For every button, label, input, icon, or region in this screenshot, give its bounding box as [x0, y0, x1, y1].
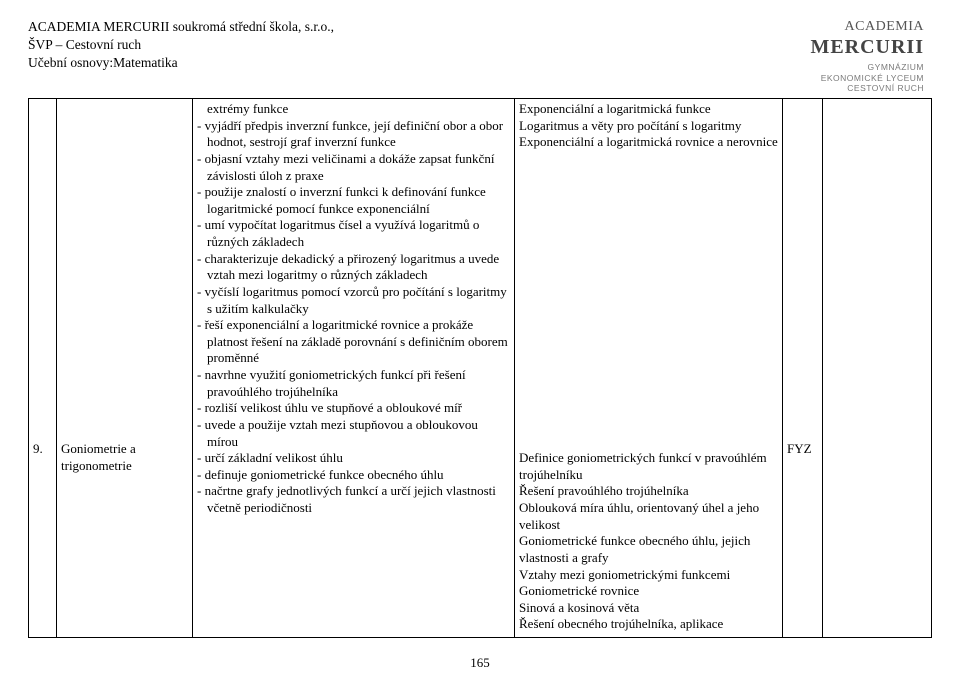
- content-line: [519, 301, 778, 318]
- logo-big: MERCURII: [810, 34, 924, 60]
- content-line: Oblouková míra úhlu, orientovaný úhel a …: [519, 500, 778, 533]
- content-line: [519, 417, 778, 434]
- outcome-line: - objasní vztahy mezi veličinami a dokáž…: [197, 151, 510, 184]
- header-left: ACADEMIA MERCURII soukromá střední škola…: [28, 18, 334, 73]
- outcome-line: - definuje goniometrické funkce obecného…: [197, 467, 510, 484]
- cell-empty: [823, 99, 932, 638]
- outcome-line: - charakterizuje dekadický a přirozený l…: [197, 251, 510, 284]
- cell-cross: FYZ: [783, 99, 823, 638]
- content-line: Goniometrické rovnice: [519, 583, 778, 600]
- content-line: [519, 384, 778, 401]
- content-line: [519, 400, 778, 417]
- content-line: Logaritmus a věty pro počítání s logarit…: [519, 118, 778, 135]
- logo-sub-2: EKONOMICKÉ LYCEUM: [810, 73, 924, 84]
- content-line: [519, 168, 778, 185]
- content-line: Řešení obecného trojúhelníka, aplikace: [519, 616, 778, 633]
- outcomes-list: extrémy funkce- vyjádří předpis inverzní…: [197, 101, 510, 517]
- content-line: [519, 251, 778, 268]
- outcome-line: - použije znalostí o inverzní funkci k d…: [197, 184, 510, 217]
- curriculum-table: 9. Goniometrie a trigonometrie extrémy f…: [28, 98, 932, 638]
- content-line: [519, 367, 778, 384]
- page-number: 165: [0, 655, 960, 672]
- outcome-line: - načrtne grafy jednotlivých funkcí a ur…: [197, 483, 510, 516]
- cross-subject: FYZ: [787, 441, 812, 456]
- school-logo: ACADEMIA MERCURII GYMNÁZIUM EKONOMICKÉ L…: [810, 18, 924, 94]
- content-line: [519, 350, 778, 367]
- content-line: [519, 284, 778, 301]
- outcome-line: - umí vypočítat logaritmus čísel a využí…: [197, 217, 510, 250]
- outcome-line: - rozliší velikost úhlu ve stupňové a ob…: [197, 400, 510, 417]
- content-line: Sinová a kosinová věta: [519, 600, 778, 617]
- content-line: [519, 317, 778, 334]
- logo-sub-3: CESTOVNÍ RUCH: [810, 83, 924, 94]
- outcome-line: - uvede a použije vztah mezi stupňovou a…: [197, 417, 510, 450]
- content-line: Definice goniometrických funkcí v pravoú…: [519, 450, 778, 483]
- content-line: [519, 217, 778, 234]
- cell-outcomes: extrémy funkce- vyjádří předpis inverzní…: [193, 99, 515, 638]
- outcome-line: - určí základní velikost úhlu: [197, 450, 510, 467]
- outcome-line: - vyčíslí logaritmus pomocí vzorců pro p…: [197, 284, 510, 317]
- logo-sub: GYMNÁZIUM EKONOMICKÉ LYCEUM CESTOVNÍ RUC…: [810, 62, 924, 94]
- outcome-line: - vyjádří předpis inverzní funkce, její …: [197, 118, 510, 151]
- content-line: Řešení pravoúhlého trojúhelníka: [519, 483, 778, 500]
- content-line: Exponenciální a logaritmická funkce: [519, 101, 778, 118]
- header-line-1: ACADEMIA MERCURII soukromá střední škola…: [28, 18, 334, 36]
- content-line: Goniometrické funkce obecného úhlu, jeji…: [519, 533, 778, 566]
- content-line: [519, 267, 778, 284]
- cell-content: Exponenciální a logaritmická funkceLogar…: [515, 99, 783, 638]
- content-list: Exponenciální a logaritmická funkceLogar…: [519, 101, 778, 633]
- content-line: [519, 201, 778, 218]
- row-topic: Goniometrie a trigonometrie: [61, 441, 136, 473]
- page-header: ACADEMIA MERCURII soukromá střední škola…: [28, 18, 932, 94]
- content-line: [519, 184, 778, 201]
- logo-sub-1: GYMNÁZIUM: [810, 62, 924, 73]
- content-line: [519, 434, 778, 451]
- header-line-2: ŠVP – Cestovní ruch: [28, 36, 334, 54]
- outcome-line: extrémy funkce: [197, 101, 510, 118]
- content-line: [519, 334, 778, 351]
- cell-number: 9.: [29, 99, 57, 638]
- content-line: Vztahy mezi goniometrickými funkcemi: [519, 567, 778, 584]
- content-line: [519, 151, 778, 168]
- outcome-line: - navrhne využití goniometrických funkcí…: [197, 367, 510, 400]
- cell-topic: Goniometrie a trigonometrie: [57, 99, 193, 638]
- outcome-line: - řeší exponenciální a logaritmické rovn…: [197, 317, 510, 367]
- table-row: 9. Goniometrie a trigonometrie extrémy f…: [29, 99, 932, 638]
- content-line: Exponenciální a logaritmická rovnice a n…: [519, 134, 778, 151]
- row-number: 9.: [33, 441, 43, 456]
- content-line: [519, 234, 778, 251]
- header-line-3: Učební osnovy:Matematika: [28, 54, 334, 72]
